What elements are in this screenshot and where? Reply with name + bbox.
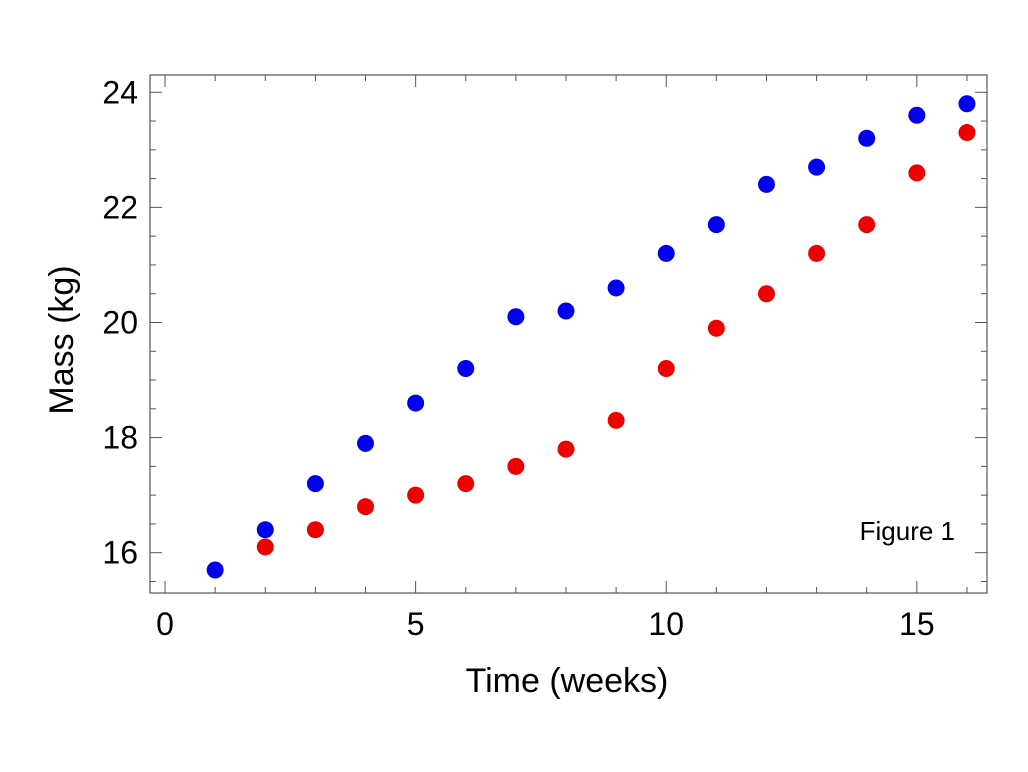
series-2-point: [557, 440, 575, 458]
series-2-point: [858, 216, 876, 234]
series-2-point: [357, 498, 375, 516]
tick-labels: 0 5 10 15 16 18 20 22 24: [102, 74, 934, 642]
series-1-point: [808, 158, 826, 176]
y-axis-label: Mass (kg): [43, 265, 81, 414]
series-1-point: [707, 216, 725, 234]
series-1-point: [557, 302, 575, 320]
series-1-point: [958, 95, 976, 113]
plot-frame: [149, 74, 988, 594]
y-tick-label: 18: [102, 420, 138, 456]
series-2-point: [958, 124, 976, 142]
series-1-point: [357, 434, 375, 452]
series-2-point: [507, 457, 525, 475]
series-2-point: [407, 486, 425, 504]
y-tick-label: 22: [102, 189, 138, 225]
series-2-point: [256, 538, 274, 556]
series-1-point: [607, 279, 625, 297]
x-axis-label: Time (weeks): [466, 662, 669, 700]
series-2-point: [757, 285, 775, 303]
series-1-point: [457, 360, 475, 378]
series-1-point: [908, 106, 926, 124]
series-2-point: [808, 244, 826, 262]
y-tick-label: 24: [102, 74, 138, 110]
series-2-point: [306, 521, 324, 539]
figure-annotation: Figure 1: [860, 516, 955, 546]
x-tick-label: 15: [899, 606, 935, 642]
data-points: [206, 95, 976, 579]
series-1-point: [657, 244, 675, 262]
x-tick-label: 0: [156, 606, 174, 642]
series-2-point: [457, 475, 475, 493]
series-2-point: [657, 360, 675, 378]
series-1-point: [306, 475, 324, 493]
series-2-point: [707, 319, 725, 337]
series-1-point: [507, 308, 525, 326]
series-1-point: [256, 521, 274, 539]
series-1-point: [858, 129, 876, 147]
x-tick-label: 5: [407, 606, 425, 642]
series-1-point: [206, 561, 224, 579]
series-1-point: [407, 394, 425, 412]
x-tick-label: 10: [648, 606, 684, 642]
y-tick-label: 20: [102, 304, 138, 340]
series-2-point: [607, 411, 625, 429]
axis-ticks: [150, 75, 987, 593]
series-2-point: [908, 164, 926, 182]
y-tick-label: 16: [102, 535, 138, 571]
series-1-point: [757, 175, 775, 193]
